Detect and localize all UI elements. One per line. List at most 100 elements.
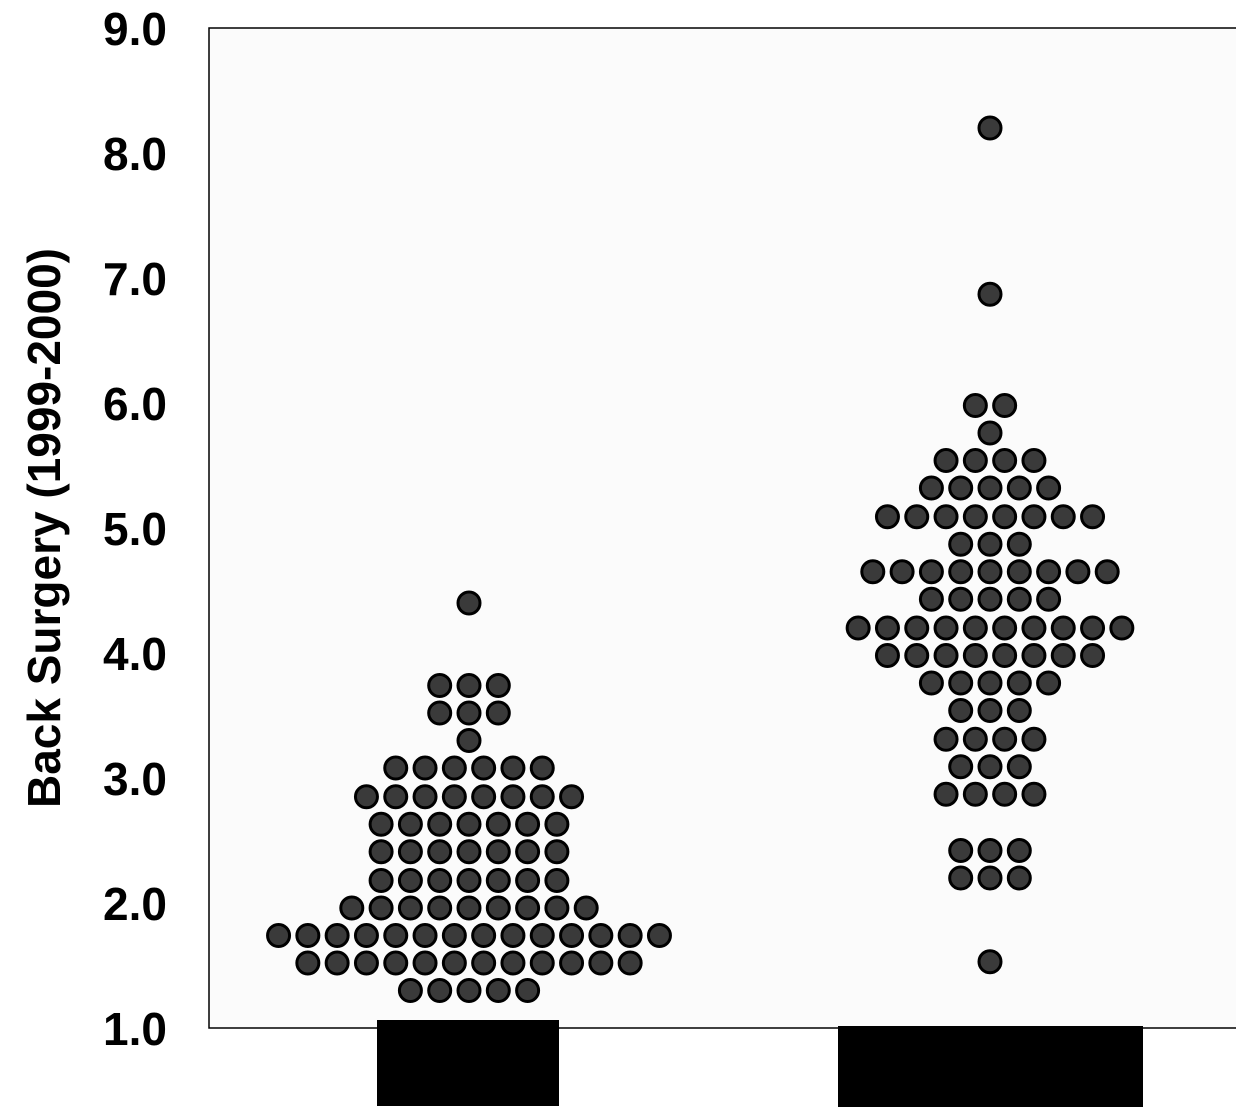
data-point xyxy=(456,839,482,865)
data-point xyxy=(266,923,292,948)
data-point xyxy=(860,559,886,585)
data-point xyxy=(918,670,944,696)
data-point xyxy=(977,838,1003,863)
data-point xyxy=(992,504,1018,530)
data-point xyxy=(1050,643,1076,668)
data-point xyxy=(933,504,959,530)
data-point xyxy=(933,726,959,752)
data-point xyxy=(1036,475,1062,501)
data-point xyxy=(918,475,944,501)
data-point xyxy=(456,811,482,837)
data-point xyxy=(471,923,497,948)
data-point xyxy=(1080,643,1106,668)
data-point xyxy=(933,781,959,807)
data-point xyxy=(1006,531,1032,557)
data-point xyxy=(324,950,350,976)
data-point xyxy=(485,978,511,1003)
data-point xyxy=(933,448,959,473)
data-point xyxy=(1050,504,1076,530)
data-point xyxy=(353,784,379,810)
data-point xyxy=(948,586,974,612)
data-point xyxy=(977,698,1003,723)
data-point xyxy=(977,281,1003,307)
data-point xyxy=(962,448,988,473)
data-point xyxy=(573,895,599,921)
y-tick-label: 2.0 xyxy=(103,878,167,930)
data-point xyxy=(339,895,365,921)
data-point xyxy=(874,643,900,668)
data-point xyxy=(874,615,900,641)
data-point xyxy=(948,754,974,780)
data-point xyxy=(1080,615,1106,641)
data-point xyxy=(992,615,1018,641)
data-point xyxy=(918,559,944,585)
data-point xyxy=(529,755,555,781)
data-point xyxy=(485,811,511,837)
data-point xyxy=(1006,475,1032,501)
data-point xyxy=(933,615,959,641)
data-point xyxy=(977,670,1003,696)
data-point xyxy=(456,978,482,1003)
data-point xyxy=(427,895,453,921)
data-point xyxy=(485,839,511,865)
data-point xyxy=(874,504,900,530)
data-point xyxy=(485,673,511,698)
data-point xyxy=(992,643,1018,668)
data-point xyxy=(617,950,643,976)
data-point xyxy=(559,784,585,810)
data-point xyxy=(500,923,526,948)
data-point xyxy=(1021,615,1047,641)
data-point xyxy=(977,754,1003,780)
data-point xyxy=(456,590,482,616)
data-point xyxy=(441,950,467,976)
data-point xyxy=(1036,586,1062,612)
data-point xyxy=(368,895,394,921)
data-point xyxy=(397,978,423,1003)
data-point xyxy=(1006,670,1032,696)
data-point xyxy=(515,978,541,1003)
data-point xyxy=(962,615,988,641)
data-point xyxy=(918,586,944,612)
data-point xyxy=(456,728,482,753)
data-point xyxy=(353,950,379,976)
data-point xyxy=(948,698,974,723)
data-point xyxy=(1109,615,1135,641)
data-point xyxy=(977,420,1003,446)
data-point xyxy=(992,781,1018,807)
data-point xyxy=(559,950,585,976)
data-point xyxy=(295,950,321,976)
data-point xyxy=(646,923,672,948)
y-axis-label: Back Surgery (1999-2000) xyxy=(18,248,70,808)
data-point xyxy=(500,950,526,976)
data-point xyxy=(368,811,394,837)
data-point xyxy=(1021,726,1047,752)
data-point xyxy=(1036,670,1062,696)
data-point xyxy=(427,868,453,893)
y-axis-ticks: 1.0 2.0 3.0 4.0 5.0 6.0 7.0 8.0 9.0 xyxy=(103,3,167,1055)
data-point xyxy=(544,839,570,865)
data-point xyxy=(529,950,555,976)
data-point xyxy=(933,643,959,668)
data-point xyxy=(544,811,570,837)
data-point xyxy=(1006,865,1032,891)
data-point xyxy=(1080,504,1106,530)
data-point xyxy=(412,923,438,948)
data-point xyxy=(977,949,1003,975)
data-point xyxy=(515,811,541,837)
data-point xyxy=(948,559,974,585)
data-point xyxy=(1021,448,1047,473)
data-point xyxy=(353,923,379,948)
data-point xyxy=(845,615,871,641)
data-points xyxy=(266,115,1135,1003)
data-point xyxy=(383,923,409,948)
data-point xyxy=(992,726,1018,752)
data-point xyxy=(485,895,511,921)
data-point xyxy=(324,923,350,948)
data-point xyxy=(456,868,482,893)
data-point xyxy=(441,923,467,948)
data-point xyxy=(904,615,930,641)
data-point xyxy=(588,923,614,948)
data-point xyxy=(529,784,555,810)
data-point xyxy=(485,868,511,893)
